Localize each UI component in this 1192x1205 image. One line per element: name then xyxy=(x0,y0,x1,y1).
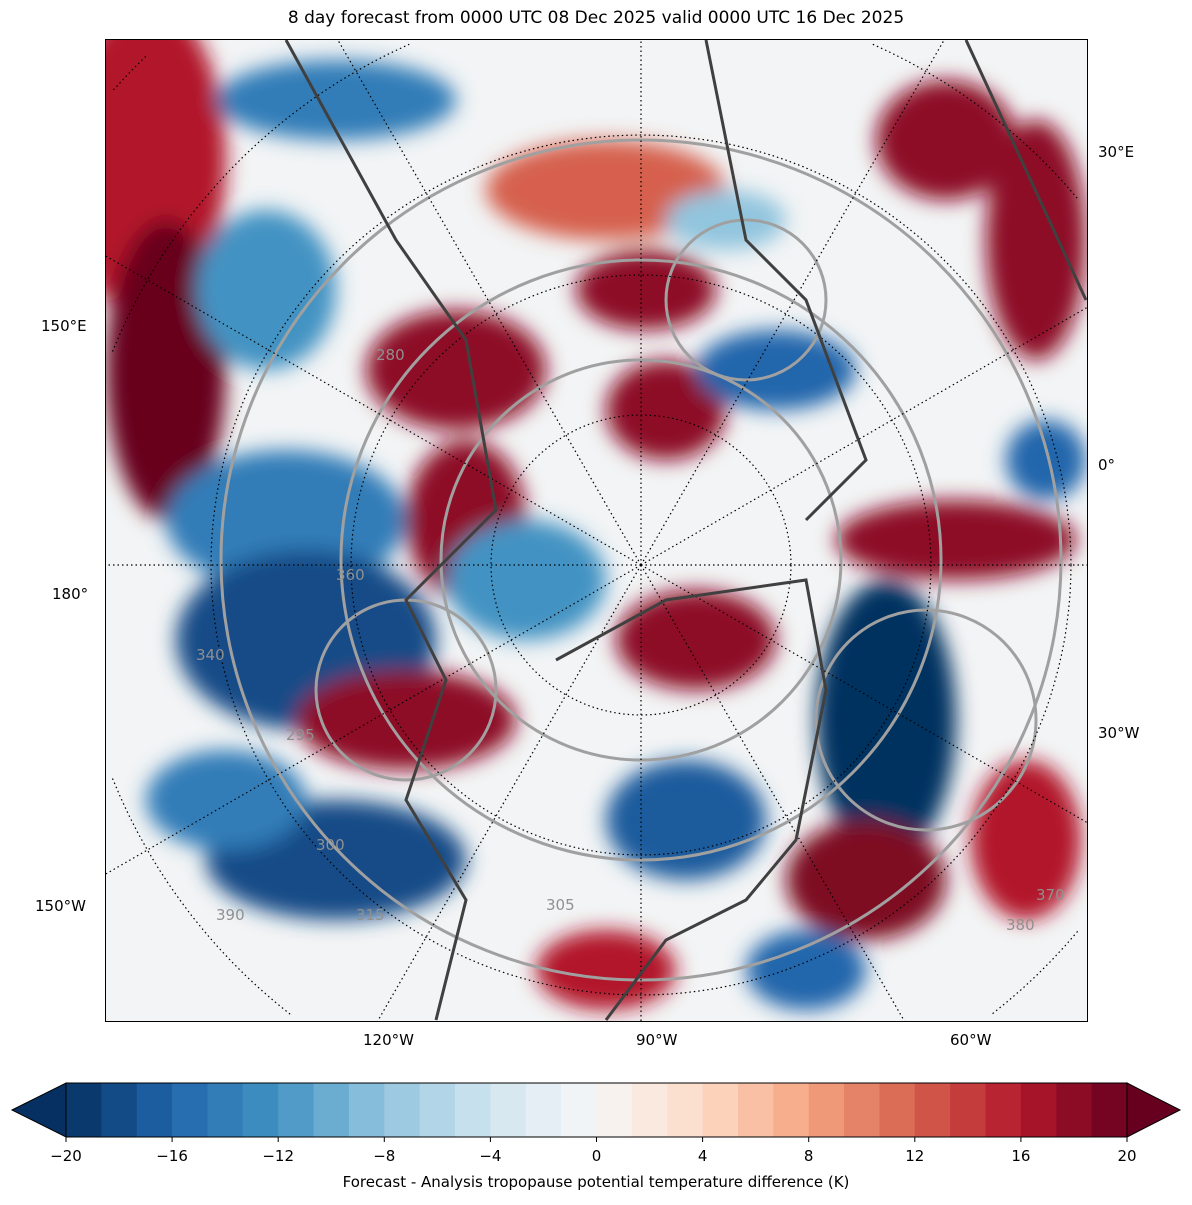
colorbar-segment xyxy=(596,1083,633,1137)
contour-label: 280 xyxy=(376,346,405,364)
contour-label: 300 xyxy=(316,836,345,854)
contour-label: 295 xyxy=(286,726,315,744)
colorbar-segment xyxy=(455,1083,491,1137)
colorbar-segment xyxy=(101,1083,138,1137)
colorbar-segment xyxy=(737,1083,774,1137)
lon-label-30e: 30°E xyxy=(1098,143,1135,161)
colorbar-tick-label: 20 xyxy=(1117,1147,1137,1165)
lon-label-60w: 60°W xyxy=(950,1031,992,1049)
colorbar-label: Forecast - Analysis tropopause potential… xyxy=(342,1173,850,1191)
colorbar-segment xyxy=(844,1083,880,1137)
colorbar-tick-label: −20 xyxy=(50,1147,82,1165)
colorbar-tick-label: −16 xyxy=(156,1147,188,1165)
colorbar-segment xyxy=(808,1083,845,1137)
contour-label: 340 xyxy=(196,646,225,664)
contour-label: 305 xyxy=(546,896,575,914)
colorbar-segment xyxy=(631,1083,668,1137)
lon-label-30w: 30°W xyxy=(1098,724,1140,742)
colorbar-segment xyxy=(136,1083,173,1137)
colorbar-tick-label: 8 xyxy=(803,1147,814,1165)
contour-label: 315 xyxy=(356,906,385,924)
map-title: 8 day forecast from 0000 UTC 08 Dec 2025… xyxy=(287,8,905,28)
contour-label: 370 xyxy=(1036,886,1065,904)
colorbar-segment xyxy=(667,1083,704,1137)
lon-label-0: 0° xyxy=(1098,456,1116,474)
colorbar-segment xyxy=(879,1083,916,1137)
colorbar-extend-min xyxy=(10,1082,67,1138)
colorbar-segment xyxy=(490,1083,527,1137)
colorbar-segment xyxy=(242,1083,279,1137)
colorbar-segment xyxy=(561,1083,597,1137)
lon-label-150e: 150°E xyxy=(41,317,87,335)
colorbar-segment xyxy=(1056,1083,1093,1137)
colorbar-segment xyxy=(773,1083,810,1137)
colorbar-segment xyxy=(348,1083,385,1137)
forecast-map: 280 295 300 305 315 340 360 370 380 390 xyxy=(105,39,1088,1022)
colorbar-segment xyxy=(702,1083,739,1137)
colorbar-segment xyxy=(278,1083,315,1137)
colorbar-segment xyxy=(419,1083,456,1137)
coastlines xyxy=(284,40,1087,1021)
lon-label-120w: 120°W xyxy=(363,1031,414,1049)
colorbar-segment xyxy=(384,1083,421,1137)
colorbar-segment xyxy=(172,1083,208,1137)
colorbar xyxy=(10,1082,1182,1142)
lon-label-90w: 90°W xyxy=(636,1031,678,1049)
colorbar-segment xyxy=(1091,1083,1128,1137)
contour-label: 360 xyxy=(336,566,365,584)
contour-label: 390 xyxy=(216,906,245,924)
colorbar-tick-label: −4 xyxy=(479,1147,502,1165)
colorbar-tick-label: 16 xyxy=(1011,1147,1031,1165)
lon-label-150w: 150°W xyxy=(35,897,86,915)
graticule xyxy=(106,40,1087,1021)
colorbar-tick-label: −8 xyxy=(373,1147,396,1165)
colorbar-tick-label: 4 xyxy=(697,1147,708,1165)
colorbar-segment xyxy=(313,1083,350,1137)
colorbar-tick-label: 12 xyxy=(905,1147,925,1165)
colorbar-tick-label: 0 xyxy=(591,1147,602,1165)
contour-label: 380 xyxy=(1006,916,1035,934)
colorbar-tick-label: −12 xyxy=(262,1147,295,1165)
colorbar-extend-max xyxy=(1126,1082,1182,1138)
colorbar-segment xyxy=(985,1083,1022,1137)
lon-label-180: 180° xyxy=(52,585,89,603)
colorbar-segment xyxy=(66,1083,102,1137)
colorbar-segment xyxy=(914,1083,951,1137)
colorbar-segment xyxy=(207,1083,244,1137)
colorbar-segment xyxy=(525,1083,562,1137)
colorbar-segment xyxy=(1020,1083,1057,1137)
colorbar-segment xyxy=(950,1083,987,1137)
